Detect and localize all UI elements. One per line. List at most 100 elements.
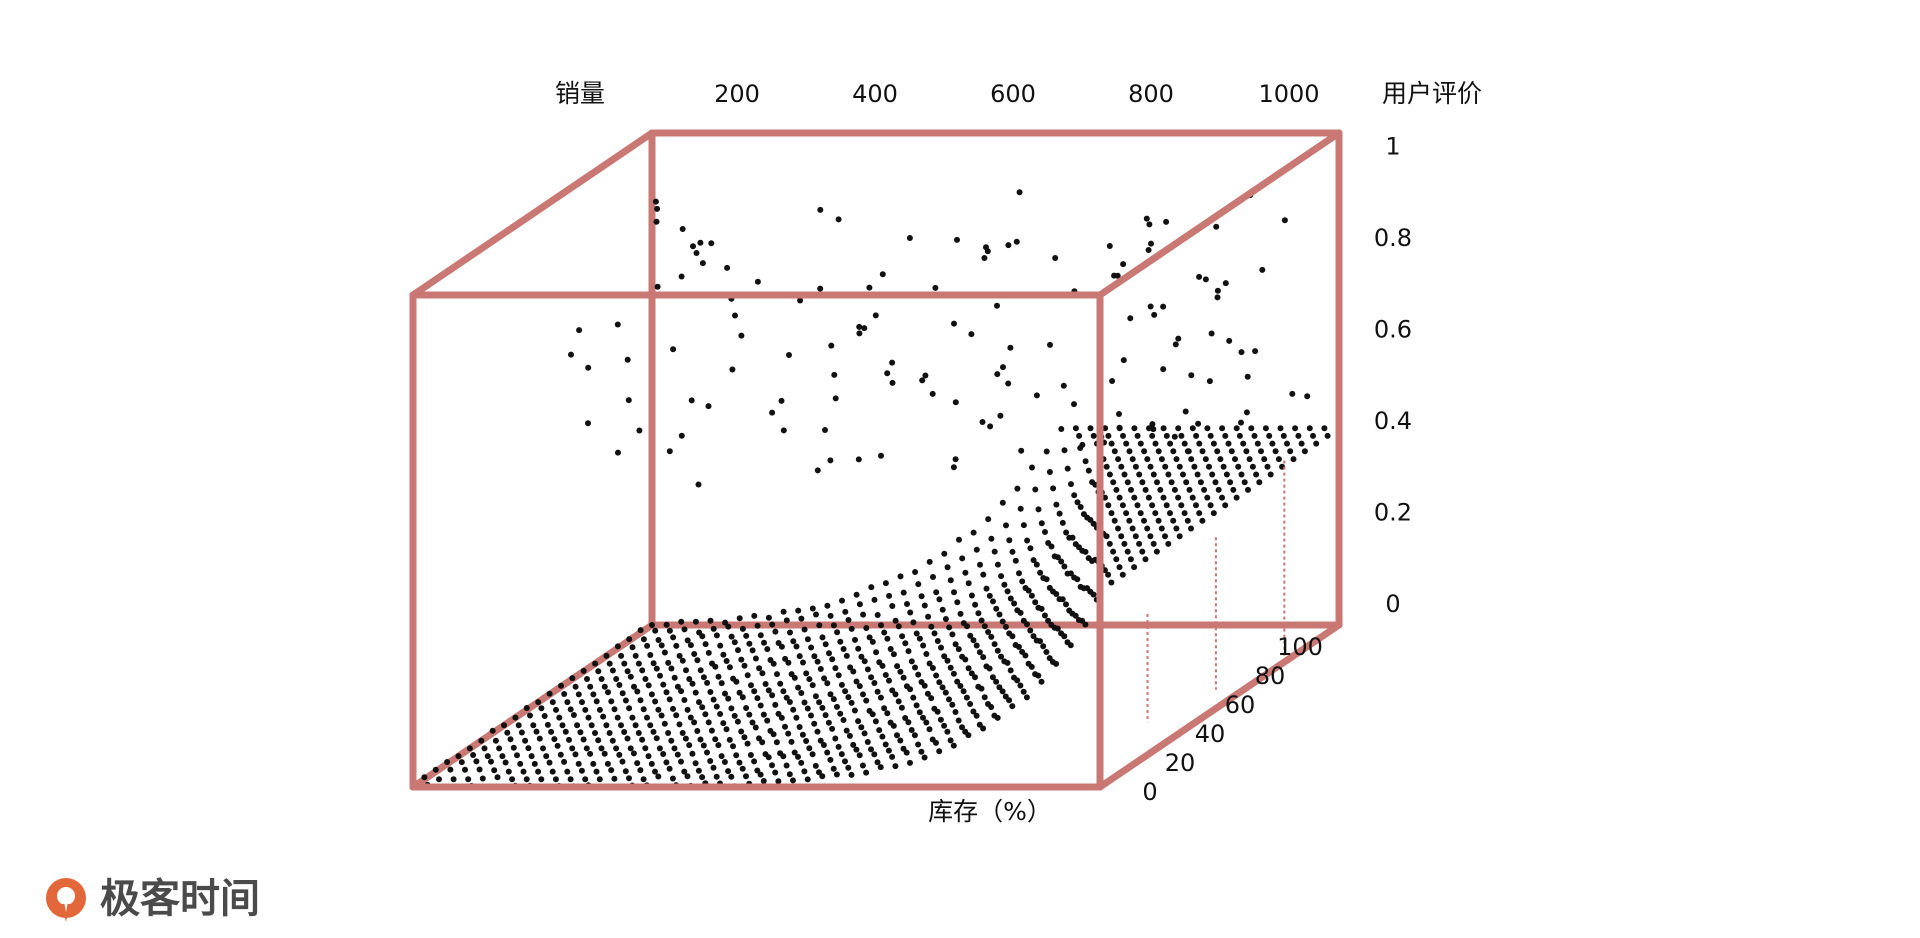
data-point bbox=[666, 696, 673, 703]
data-point bbox=[1238, 419, 1244, 426]
data-point bbox=[949, 701, 956, 708]
data-point bbox=[488, 758, 494, 765]
data-point bbox=[858, 653, 865, 660]
data-point bbox=[1001, 658, 1008, 665]
data-point bbox=[642, 676, 649, 682]
data-point bbox=[621, 660, 628, 667]
data-point bbox=[708, 727, 715, 734]
data-point bbox=[951, 320, 957, 327]
data-point bbox=[1042, 529, 1048, 535]
data-point bbox=[1139, 479, 1146, 486]
data-point bbox=[786, 771, 793, 778]
data-point bbox=[1201, 486, 1208, 493]
data-point bbox=[820, 742, 827, 748]
data-point bbox=[674, 683, 681, 690]
data-point bbox=[899, 633, 906, 640]
data-point bbox=[923, 651, 930, 657]
data-point bbox=[613, 676, 620, 682]
data-point bbox=[739, 694, 746, 701]
data-point bbox=[882, 672, 889, 678]
data-point bbox=[965, 665, 972, 672]
data-point bbox=[1110, 479, 1117, 486]
data-point bbox=[455, 753, 462, 760]
data-point bbox=[1264, 463, 1271, 470]
data-point bbox=[1032, 599, 1039, 606]
data-point bbox=[679, 657, 686, 664]
data-point bbox=[999, 688, 1006, 695]
data-point bbox=[918, 748, 925, 755]
data-point bbox=[848, 771, 855, 778]
data-point bbox=[576, 327, 583, 334]
data-point bbox=[1197, 479, 1204, 486]
data-point bbox=[1113, 556, 1120, 563]
data-point bbox=[546, 759, 553, 766]
data-point bbox=[994, 371, 1001, 378]
data-point bbox=[1165, 471, 1172, 478]
data-point bbox=[1301, 448, 1308, 455]
data-point bbox=[738, 332, 745, 339]
data-point bbox=[652, 627, 659, 634]
data-point bbox=[611, 706, 618, 713]
data-point bbox=[1150, 471, 1157, 478]
data-point bbox=[1219, 425, 1226, 432]
data-point bbox=[819, 704, 826, 711]
data-point bbox=[654, 283, 661, 290]
data-point bbox=[1149, 421, 1156, 428]
data-point bbox=[908, 658, 915, 665]
data-point bbox=[678, 688, 685, 695]
data-point bbox=[1127, 556, 1134, 563]
data-point bbox=[879, 733, 886, 740]
data-point bbox=[1064, 570, 1071, 577]
data-point bbox=[856, 601, 863, 608]
data-point bbox=[800, 659, 806, 666]
data-point bbox=[1004, 588, 1011, 595]
data-point bbox=[1131, 425, 1138, 432]
data-point bbox=[1189, 425, 1196, 432]
data-point bbox=[1085, 555, 1092, 562]
data-point bbox=[1029, 464, 1035, 471]
data-point bbox=[1120, 432, 1126, 439]
data-point bbox=[655, 773, 662, 780]
data-point bbox=[1143, 215, 1150, 222]
data-point bbox=[1160, 425, 1167, 432]
data-point bbox=[1071, 401, 1077, 408]
data-point bbox=[791, 749, 798, 756]
data-point bbox=[793, 643, 800, 650]
data-point bbox=[614, 321, 621, 328]
data-point bbox=[626, 775, 632, 782]
data-point bbox=[637, 697, 644, 704]
data-point bbox=[861, 325, 868, 332]
data-point bbox=[850, 741, 857, 748]
data-point bbox=[676, 721, 683, 728]
data-point bbox=[1124, 548, 1131, 555]
data-point bbox=[852, 636, 858, 643]
data-point bbox=[670, 634, 677, 641]
data-point bbox=[1324, 432, 1331, 439]
data-point bbox=[1180, 471, 1186, 478]
data-point bbox=[751, 758, 758, 765]
data-point bbox=[915, 581, 922, 588]
data-point bbox=[837, 638, 844, 645]
data-point bbox=[683, 667, 689, 674]
data-point bbox=[1011, 674, 1017, 681]
data-point bbox=[598, 745, 605, 752]
data-point bbox=[916, 635, 923, 642]
data-point bbox=[1254, 440, 1261, 447]
data-point bbox=[1214, 287, 1221, 294]
data-point bbox=[489, 727, 496, 734]
data-point bbox=[1047, 341, 1053, 348]
data-point bbox=[1149, 502, 1156, 509]
data-point bbox=[739, 625, 746, 632]
data-point bbox=[640, 636, 647, 643]
data-point bbox=[1210, 440, 1217, 447]
data-point bbox=[1145, 494, 1152, 501]
data-point bbox=[527, 712, 533, 719]
data-point bbox=[933, 672, 940, 679]
data-point bbox=[689, 680, 696, 687]
data-point bbox=[1280, 432, 1287, 439]
data-point bbox=[566, 736, 572, 743]
data-point bbox=[881, 705, 888, 712]
data-point bbox=[1027, 627, 1034, 634]
data-point bbox=[985, 629, 992, 635]
